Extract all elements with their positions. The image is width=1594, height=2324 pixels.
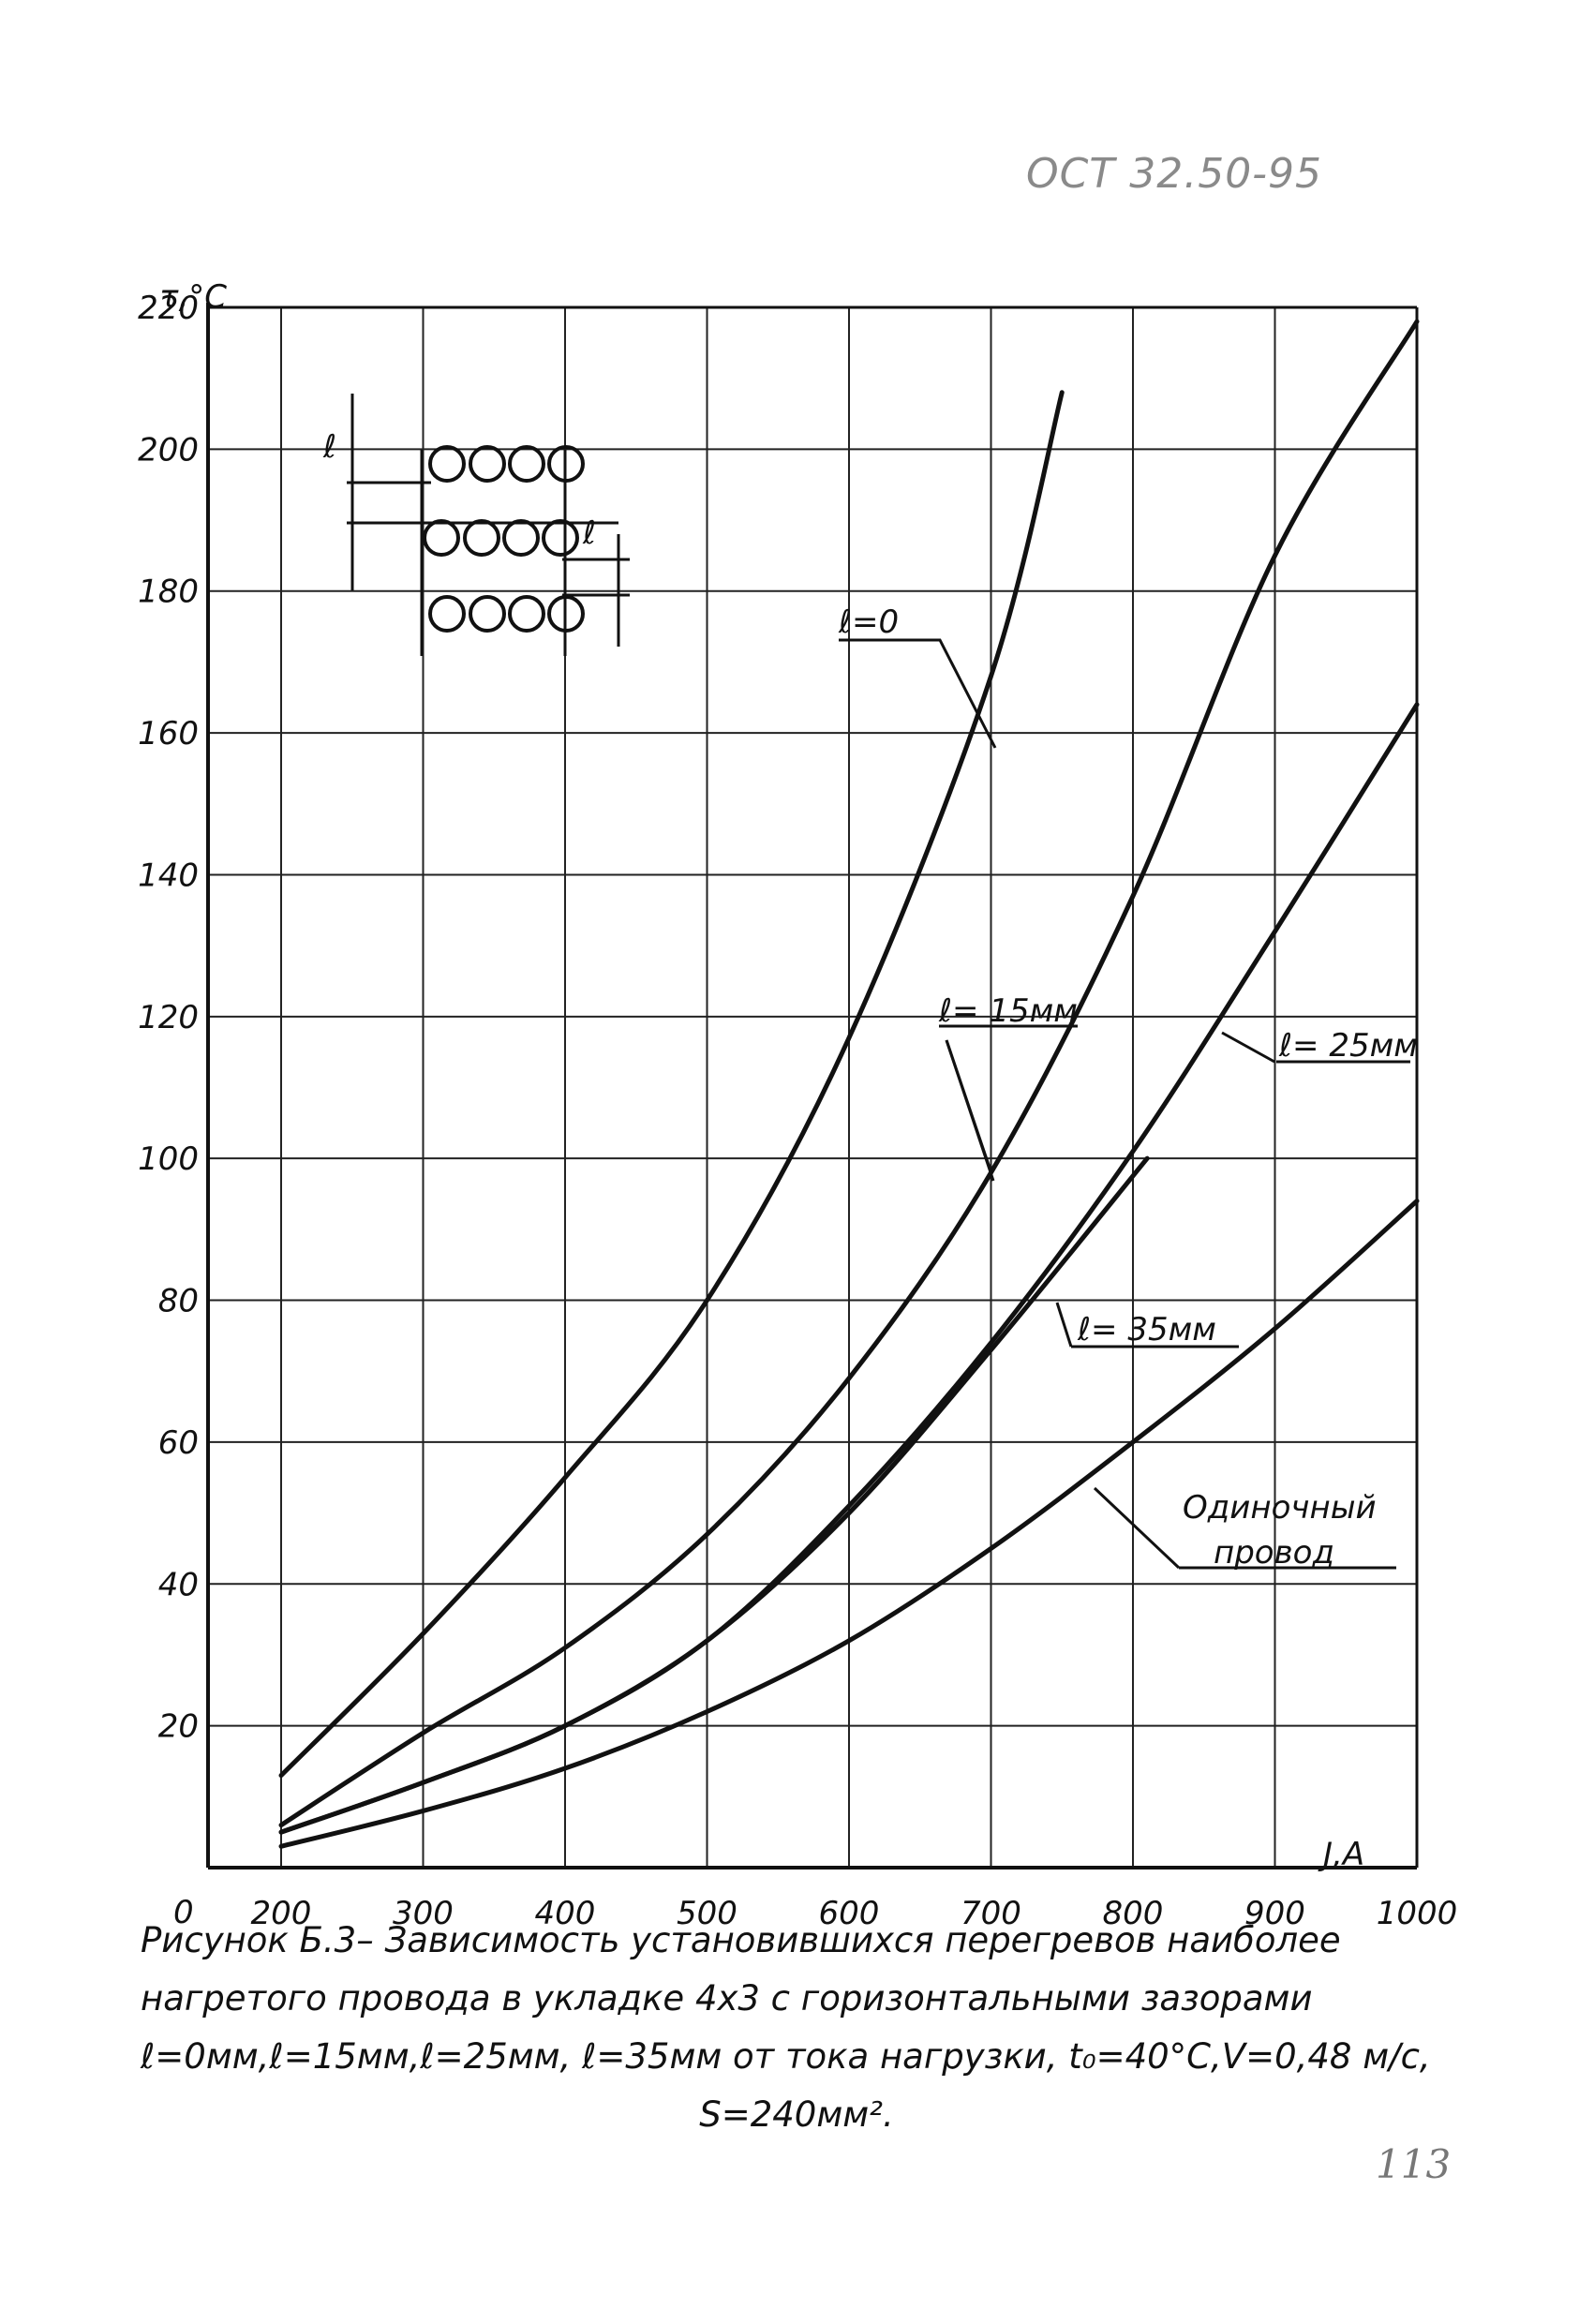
label-l25: ℓ= 25мм [1278,1027,1418,1065]
y-axis-label: τ,°C [159,278,227,316]
y-tick-label: 180 [138,574,199,611]
conductor-icon [423,519,460,557]
x-tick-label: 700 [961,1895,1021,1932]
x-tick-label: 1000 [1377,1895,1458,1932]
caption-line-4: S=240мм². [699,2094,894,2135]
y-tick-label: 160 [138,715,199,752]
y-tick-label: 140 [138,857,199,894]
conductor-icon [469,595,506,633]
conductor-icon [542,519,579,557]
y-tick-label: 120 [138,999,199,1036]
document-code: ОСТ 32.50-95 [1026,150,1323,198]
y-tick-label: 20 [158,1708,199,1746]
y-tick-label: 40 [158,1566,199,1603]
label-l0: ℓ=0 [838,603,899,641]
x-tick-label: 500 [677,1895,737,1932]
label-single-line1: Одиночный [1183,1489,1377,1527]
leader-l0 [839,638,997,749]
inset-diagram [347,394,630,656]
series-line-5 [278,1199,1420,1849]
series-lines [278,319,1420,1849]
page-number: 113 [1376,2141,1452,2187]
conductor-icon [502,519,540,557]
y-tick-label: 80 [158,1283,199,1320]
conductor-icon [547,595,585,633]
y-tick-label: 100 [138,1140,199,1178]
x-axis-label: J,A [1318,1836,1364,1873]
x-tick-label: 800 [1103,1895,1164,1932]
leader-l25 [1221,1031,1275,1064]
label-single-line2: провод [1214,1534,1334,1572]
conductor-icon [508,595,545,633]
conductor-icon [463,519,500,557]
inset-label-right: ℓ [582,514,596,552]
grid [206,306,1418,1868]
conductor-icon [469,445,506,483]
caption-line-1: Рисунок Б.3– Зависимость установившихся … [141,1920,1341,1960]
caption-line-3: ℓ=0мм,ℓ=15мм,ℓ=25мм, ℓ=35мм от тока нагр… [141,2036,1431,2077]
leader-l35 [1055,1302,1073,1348]
y-tick-label: 200 [138,431,199,469]
x-tick-label: 200 [251,1895,312,1932]
leader-l15-b [945,1039,995,1182]
tick-labels: 200 300 400 500 600 700 800 900 1000 20 40 60 80 100 1… [138,290,1457,1932]
series-line-2 [278,319,1420,1828]
x-tick-label: 600 [819,1895,880,1932]
y-tick-label: 220 [138,290,199,327]
conductor-icon [428,445,466,483]
series-line-1 [278,390,1065,1779]
series-line-4 [278,1155,1150,1835]
figure-caption: Рисунок Б.3– Зависимость установившихся … [141,1912,1452,2144]
axes [206,303,1419,1870]
conductor-icon [508,445,545,483]
x-tick-label: 900 [1244,1895,1305,1932]
y-tick-label: 60 [158,1424,199,1462]
label-l15: ℓ= 15мм [938,992,1078,1030]
leader-single [1093,1486,1181,1570]
inset-label-left: ℓ [322,428,336,466]
x-tick-label: 300 [393,1895,454,1932]
x-tick-label: 400 [535,1895,596,1932]
caption-line-2: нагретого провода в укладке 4x3 с горизо… [141,1978,1313,2019]
label-l35: ℓ= 35мм [1077,1311,1216,1348]
conductor-icon [547,445,585,483]
conductor-icon [428,595,466,633]
origin-label: 0 [173,1894,194,1931]
inset-conductors [423,445,585,633]
leader-lines [839,638,1410,1570]
